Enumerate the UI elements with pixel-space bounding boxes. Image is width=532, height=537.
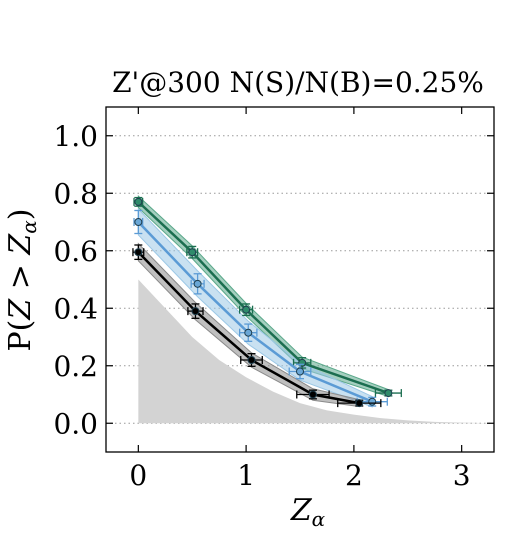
x-axis-label: Zα	[290, 493, 326, 531]
y-tick-label: 0.0	[53, 407, 98, 440]
data-point	[134, 197, 143, 206]
x-tick-label: 3	[453, 459, 471, 492]
y-tick-label: 0.6	[53, 235, 98, 268]
data-point	[134, 248, 143, 257]
data-point	[242, 305, 251, 314]
data-point	[355, 399, 364, 408]
data-point	[134, 218, 143, 226]
plot-area: 0 1 2 3 0.0 0.2 0.4 0.6 0.8 1.0	[53, 106, 495, 492]
data-point	[308, 390, 317, 399]
data-point	[384, 389, 393, 398]
chart-title: Z'@300 N(S)/N(B)=0.25%	[112, 66, 484, 99]
data-point	[188, 248, 197, 257]
data-point	[191, 307, 200, 316]
y-tick-label: 0.2	[53, 350, 98, 383]
data-point	[296, 367, 304, 376]
x-tick-label: 2	[345, 459, 363, 492]
y-tick-label: 1.0	[53, 120, 98, 153]
background-area	[138, 279, 495, 424]
y-tick-label: 0.4	[53, 292, 98, 325]
x-tick-label: 1	[237, 459, 255, 492]
series-band-1	[137, 207, 373, 408]
y-axis-label: P(Z > Zα)	[3, 208, 41, 351]
data-point	[247, 356, 256, 364]
data-point	[193, 279, 202, 288]
x-tick-label: 0	[129, 459, 147, 492]
y-tick-label: 0.8	[53, 177, 98, 210]
data-point	[368, 397, 377, 406]
axes-frame	[105, 106, 495, 453]
data-point	[244, 328, 253, 337]
